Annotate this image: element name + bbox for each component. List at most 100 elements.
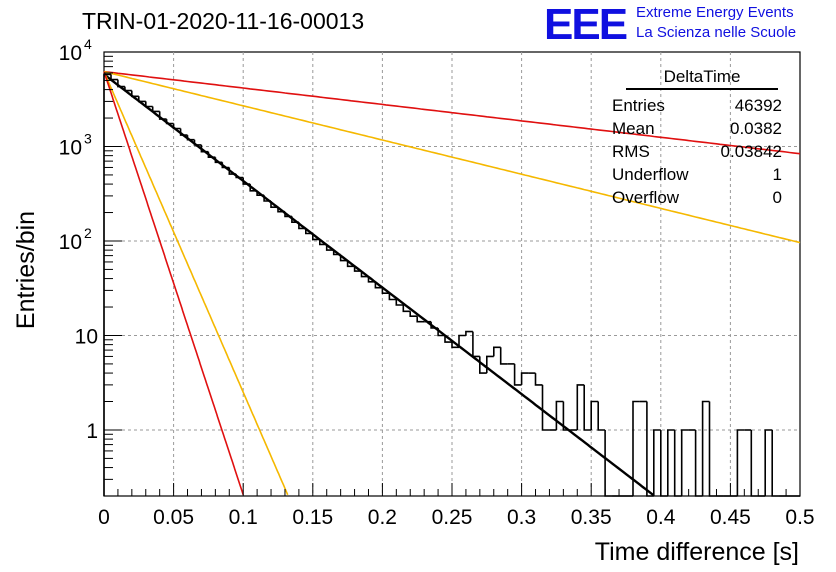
histogram-bin — [214, 157, 223, 164]
x-axis-label: Time difference [s] — [595, 538, 799, 566]
histogram-bin — [291, 216, 299, 223]
histogram-bin — [541, 384, 550, 431]
histogram-bin — [145, 101, 153, 108]
histogram-bin — [381, 287, 390, 294]
histogram-bin — [583, 384, 592, 431]
histogram-bin — [270, 201, 278, 208]
histogram-bin — [486, 355, 494, 374]
histogram-bin — [534, 373, 543, 386]
axis-ticks — [103, 51, 801, 497]
histogram-bin — [667, 429, 675, 496]
histogram-bin — [367, 276, 376, 283]
x-tick-label: 0.4 — [646, 506, 676, 529]
y-tick-exponent: 2 — [84, 225, 92, 241]
stats-value: 46392 — [734, 96, 782, 115]
histogram-bin — [736, 429, 745, 496]
x-tick-label: 0.5 — [785, 506, 814, 529]
histogram-bin — [458, 334, 466, 348]
stats-value: 0.0382 — [730, 119, 782, 138]
histogram-bin — [576, 384, 585, 430]
histogram-bin — [472, 331, 480, 358]
stats-row-mean: Mean 0.0382 — [612, 117, 782, 140]
histogram-bin — [151, 106, 160, 113]
histogram-bin — [374, 281, 383, 289]
stats-label: Entries — [612, 96, 665, 115]
stats-box: DeltaTime Entries 46392 Mean 0.0382 RMS … — [612, 66, 782, 209]
x-tick-label: 0.2 — [368, 506, 397, 529]
fit-curve-upper-yellow — [103, 70, 801, 244]
histogram-bin — [646, 401, 654, 497]
histogram-bin — [653, 429, 661, 496]
histogram-bin — [395, 299, 404, 306]
histogram-bin — [158, 111, 167, 120]
chart-title: TRIN-01-2020-11-16-00013 — [82, 8, 365, 34]
histogram-bin — [701, 400, 710, 496]
histogram-bin — [562, 401, 571, 431]
y-tick-label: 10 — [59, 136, 82, 159]
histogram-bin — [771, 430, 780, 497]
histogram-bin — [138, 96, 146, 103]
x-tick-label: 0.45 — [710, 506, 751, 529]
histogram-bin — [597, 401, 606, 431]
eee-logo: EEE — [544, 0, 628, 49]
histogram-bin — [242, 177, 251, 185]
histogram-bin — [256, 190, 265, 196]
fit-curve-upper-red — [103, 70, 801, 155]
stats-label: Underflow — [612, 165, 689, 184]
histogram-bin — [444, 335, 452, 343]
histogram-bin — [298, 222, 306, 230]
histogram-bin — [346, 260, 355, 268]
y-axis-label: Entries/bin — [12, 211, 40, 329]
histogram-bin — [708, 401, 717, 497]
grid — [104, 52, 800, 496]
histogram-bin — [110, 74, 118, 81]
histogram-bin — [249, 184, 258, 192]
histogram-bin — [325, 244, 334, 251]
histogram-bin — [694, 430, 703, 497]
histogram-bin — [499, 347, 508, 365]
x-tick-label: 0.3 — [507, 506, 536, 529]
histogram-bin — [172, 123, 181, 130]
y-tick-label: 10 — [59, 231, 82, 254]
histogram-bin — [750, 430, 759, 497]
histogram-bin — [200, 144, 209, 153]
x-tick-label: 0.1 — [229, 506, 258, 529]
histogram-bin — [680, 429, 689, 496]
histogram-bin — [277, 207, 285, 213]
histogram-bin — [319, 239, 327, 246]
y-tick-exponent: 4 — [84, 36, 92, 52]
histogram-bin — [263, 195, 271, 202]
x-tick-label: 0.15 — [292, 506, 333, 529]
x-tick-label: 0.05 — [153, 506, 194, 529]
histogram-bin — [493, 346, 501, 357]
fit-curve-fit — [103, 73, 655, 497]
histogram-bin — [520, 372, 529, 385]
histogram-bin — [103, 73, 111, 496]
histogram-bin — [179, 128, 188, 136]
stats-value: 1 — [772, 165, 782, 184]
stats-row-entries: Entries 46392 — [612, 94, 782, 117]
histogram-bin — [632, 400, 640, 496]
y-tick-label: 10 — [59, 42, 82, 65]
histogram-bin — [124, 86, 132, 92]
stats-title: DeltaTime — [626, 66, 778, 90]
histogram-bin — [353, 266, 362, 272]
fit-curve-lower-red — [103, 71, 244, 495]
histogram-bin — [165, 119, 174, 125]
histogram-bin — [221, 162, 230, 169]
fit-curve-lower-yellow — [103, 71, 289, 496]
histogram-bin — [332, 250, 341, 256]
y-tick-exponent: 3 — [84, 130, 92, 146]
histogram-bin — [305, 228, 313, 235]
histogram-bin — [660, 430, 668, 497]
y-tick-label: 10 — [75, 325, 98, 348]
logo-subtitle-line2: La Scienza nelle Scuole — [636, 24, 797, 41]
stats-row-underflow: Underflow 1 — [612, 163, 782, 186]
stats-row-overflow: Overflow 0 — [612, 186, 782, 209]
x-tick-label: 0 — [98, 506, 110, 529]
histogram-bin — [131, 90, 139, 98]
histogram-bin — [402, 305, 411, 313]
histogram-bin — [451, 342, 459, 349]
histogram-bin — [193, 139, 202, 146]
